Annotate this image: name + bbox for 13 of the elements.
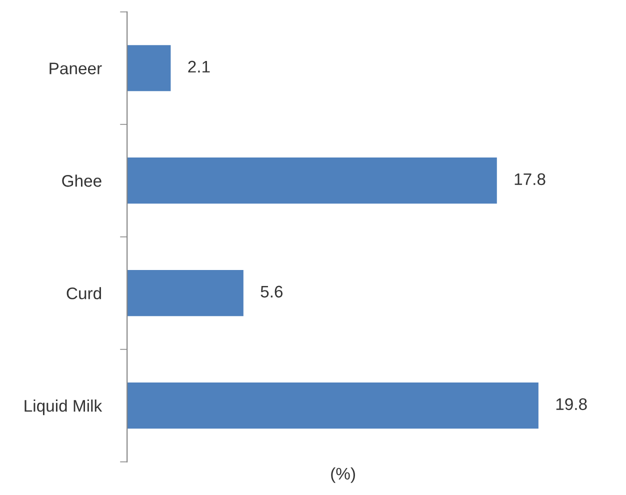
data-label: 17.8	[514, 173, 546, 186]
data-label: 19.8	[556, 398, 587, 410]
y-tick-label: Paneer	[50, 62, 102, 74]
bar	[127, 270, 244, 316]
y-tick-label: Curd	[66, 287, 102, 300]
y-tick-label: Ghee	[62, 174, 102, 187]
bar	[127, 382, 538, 429]
data-label: 5.6	[260, 286, 283, 298]
x-axis-title: (%)	[331, 467, 355, 483]
bar	[127, 45, 171, 92]
bar	[127, 158, 497, 204]
y-tick-label: Liquid Milk	[24, 400, 102, 416]
data-label: 2.1	[188, 60, 210, 72]
